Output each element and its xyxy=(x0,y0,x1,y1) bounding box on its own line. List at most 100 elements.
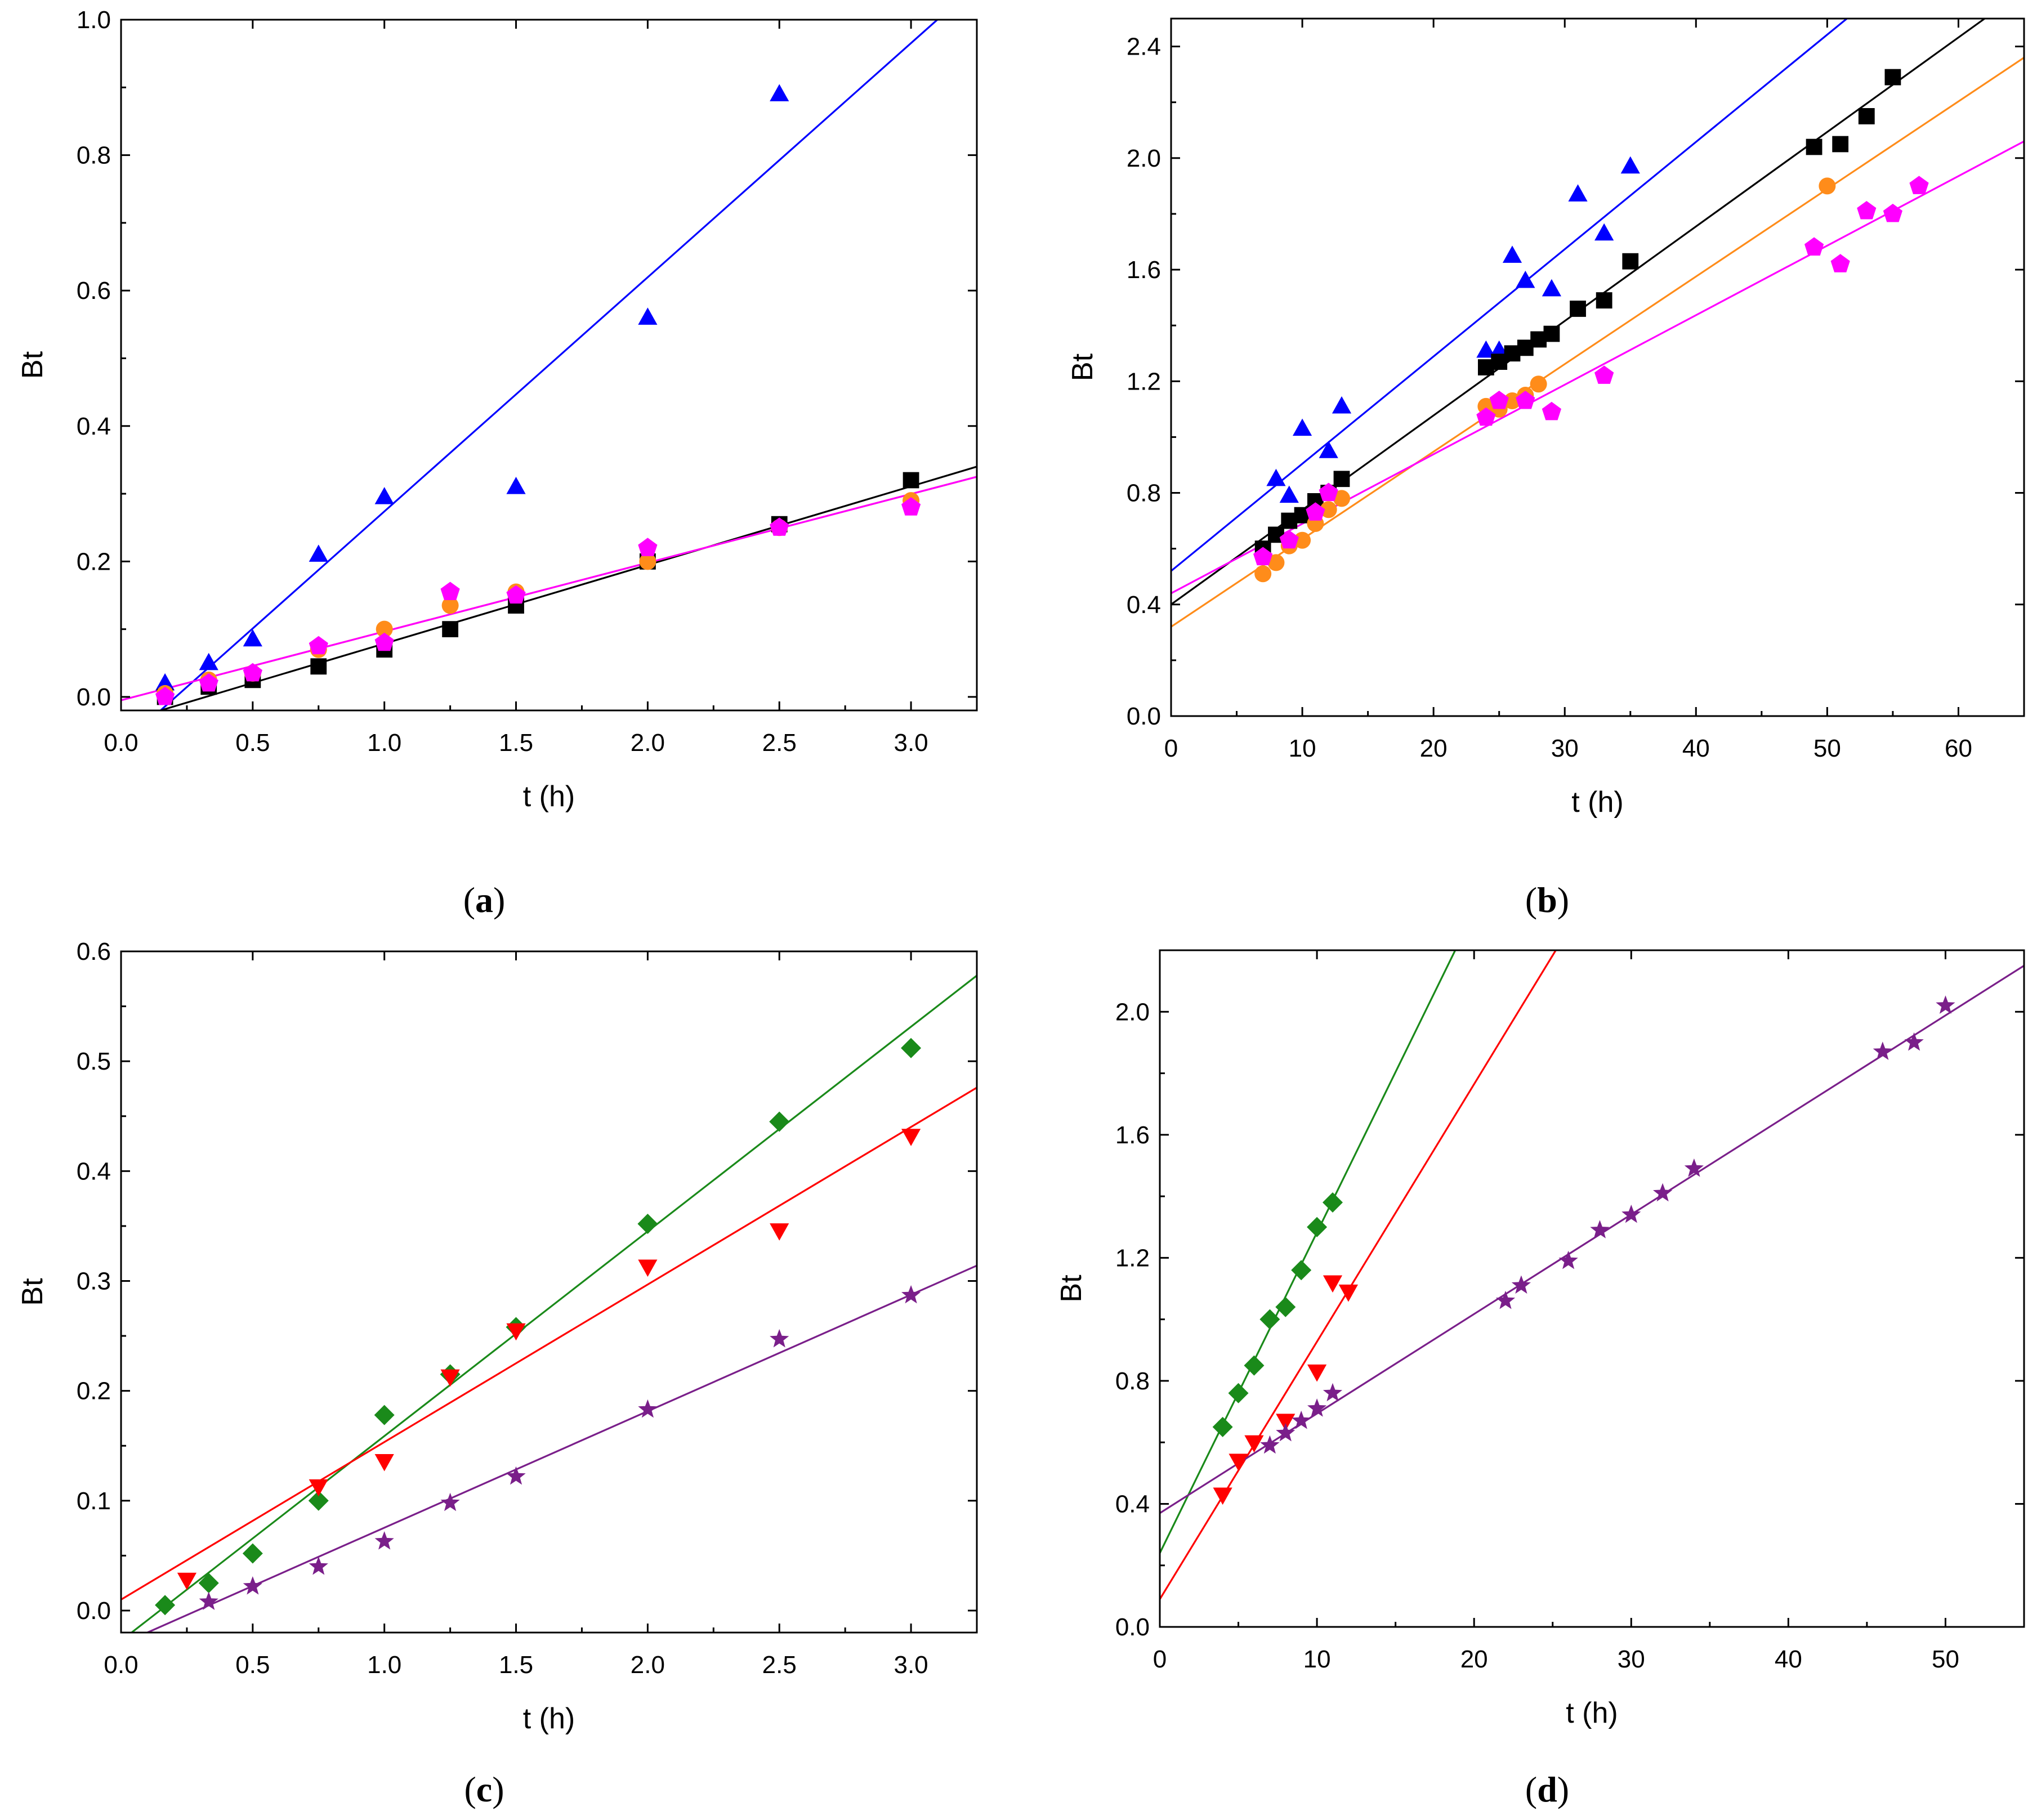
panel-a: 0.0 0.5 1.0 1.5 2.0 2.5 3.0 0.0 0.2 0.4 0.6 0.8 1.0 t… xyxy=(16,6,978,920)
point-d-2-7 xyxy=(1558,1250,1578,1269)
y-tick-label-b-3: 1.2 xyxy=(1127,368,1161,395)
point-b-1-12 xyxy=(1543,325,1560,342)
x-axis-title-b: t (h) xyxy=(1571,786,1623,819)
fit-line-a-3 xyxy=(121,476,977,701)
point-b-2-1 xyxy=(1267,554,1285,571)
point-b-2-6 xyxy=(1333,490,1350,507)
point-c-0-7 xyxy=(637,1214,658,1234)
point-b-3-8 xyxy=(1594,365,1614,384)
point-c-1-7 xyxy=(901,1129,921,1146)
point-d-2-1 xyxy=(1276,1423,1296,1442)
point-d-2-11 xyxy=(1684,1158,1704,1177)
point-d-0-7 xyxy=(1323,1192,1343,1213)
y-axis-title-d: Bt xyxy=(1055,1275,1088,1303)
x-tick-label-b-4: 40 xyxy=(1682,735,1710,762)
plot-frame-d xyxy=(1159,949,2025,1628)
point-b-1-7 xyxy=(1477,359,1494,375)
x-tick-label-b-5: 50 xyxy=(1813,735,1841,762)
point-b-1-13 xyxy=(1570,301,1586,317)
point-d-1-4 xyxy=(1307,1364,1327,1382)
point-c-1-2 xyxy=(374,1454,394,1472)
x-tick-label-c-3: 1.5 xyxy=(499,1651,533,1679)
x-tick-label-d-5: 50 xyxy=(1932,1645,1959,1673)
point-d-1-3 xyxy=(1276,1414,1296,1431)
point-a-3-1 xyxy=(199,673,218,692)
y-tick-label-c-5: 0.5 xyxy=(77,1048,111,1075)
point-d-1-5 xyxy=(1323,1275,1343,1293)
point-d-2-5 xyxy=(1495,1290,1516,1309)
point-a-2-7 xyxy=(639,553,656,570)
y-tick-label-c-3: 0.3 xyxy=(77,1267,111,1295)
point-b-3-10 xyxy=(1830,254,1850,272)
point-b-2-0 xyxy=(1254,565,1272,583)
x-tick-label-d-0: 0 xyxy=(1153,1645,1167,1673)
panel-label-d: (d) xyxy=(1525,1769,1569,1809)
point-a-3-8 xyxy=(770,517,789,536)
point-c-2-7 xyxy=(770,1329,789,1348)
x-axis-title-a: t (h) xyxy=(523,780,575,813)
point-b-2-5 xyxy=(1320,501,1337,518)
point-d-0-2 xyxy=(1244,1355,1265,1376)
point-b-3-5 xyxy=(1489,391,1509,409)
y-tick-label-a-2: 0.4 xyxy=(77,413,111,440)
point-b-0-5 xyxy=(1476,340,1496,358)
y-tick-label-b-4: 1.6 xyxy=(1127,256,1161,284)
point-c-2-1 xyxy=(243,1576,262,1595)
point-a-0-3 xyxy=(309,544,328,562)
fit-line-d-1 xyxy=(1160,950,1557,1600)
point-a-3-5 xyxy=(440,582,460,600)
point-b-3-1 xyxy=(1279,530,1299,549)
y-tick-label-c-1: 0.1 xyxy=(77,1487,111,1515)
x-tick-label-a-2: 1.0 xyxy=(367,729,401,757)
y-tick-label-b-0: 0.0 xyxy=(1127,703,1161,730)
point-c-1-1 xyxy=(309,1479,328,1497)
point-b-3-2 xyxy=(1306,502,1325,521)
point-b-2-9 xyxy=(1504,392,1521,409)
x-axis-title-c: t (h) xyxy=(523,1702,575,1735)
fit-line-d-0 xyxy=(1160,950,1457,1554)
y-tick-label-a-1: 0.2 xyxy=(77,548,111,575)
point-a-0-4 xyxy=(374,487,394,504)
x-tick-label-c-2: 1.0 xyxy=(367,1651,401,1679)
point-a-0-1 xyxy=(199,652,218,670)
point-a-0-6 xyxy=(638,307,658,325)
y-tick-label-a-5: 1.0 xyxy=(77,6,111,34)
x-tick-label-c-5: 2.5 xyxy=(762,1651,797,1679)
x-tick-label-b-2: 20 xyxy=(1420,735,1448,762)
point-b-1-6 xyxy=(1333,471,1350,488)
point-c-1-3 xyxy=(440,1369,460,1387)
point-c-0-4 xyxy=(374,1405,395,1425)
point-a-3-0 xyxy=(155,686,175,705)
point-b-0-4 xyxy=(1332,396,1352,414)
fit-line-c-0 xyxy=(131,974,977,1633)
point-b-3-0 xyxy=(1253,547,1273,566)
point-d-1-6 xyxy=(1338,1284,1359,1302)
y-tick-label-d-3: 1.2 xyxy=(1115,1244,1150,1272)
x-tick-label-d-4: 40 xyxy=(1775,1645,1802,1673)
point-b-3-11 xyxy=(1857,201,1877,220)
y-tick-label-c-2: 0.2 xyxy=(77,1378,111,1405)
fit-line-c-1 xyxy=(121,1086,977,1600)
point-a-3-6 xyxy=(506,585,526,604)
point-a-0-0 xyxy=(155,673,175,691)
y-tick-label-a-3: 0.6 xyxy=(77,277,111,305)
x-tick-label-c-0: 0.0 xyxy=(104,1651,138,1679)
point-b-0-0 xyxy=(1266,468,1286,486)
x-tick-label-b-3: 30 xyxy=(1551,735,1579,762)
point-b-0-9 xyxy=(1542,279,1562,297)
fit-line-a-1 xyxy=(160,466,977,710)
fit-line-c-2 xyxy=(147,1264,977,1633)
y-tick-label-c-4: 0.4 xyxy=(77,1157,111,1185)
x-tick-label-d-1: 10 xyxy=(1303,1645,1331,1673)
x-tick-label-a-0: 0.0 xyxy=(104,729,138,757)
y-axis-title-b: Bt xyxy=(1066,353,1099,381)
y-tick-label-d-4: 1.6 xyxy=(1115,1121,1150,1149)
y-axis-title-c: Bt xyxy=(16,1278,49,1306)
point-b-0-2 xyxy=(1292,418,1312,436)
point-b-2-12 xyxy=(1819,177,1836,195)
point-b-1-11 xyxy=(1530,331,1547,348)
point-b-1-9 xyxy=(1504,345,1521,362)
point-c-2-5 xyxy=(506,1466,526,1485)
point-d-0-3 xyxy=(1259,1309,1280,1330)
x-tick-label-c-6: 3.0 xyxy=(894,1651,928,1679)
